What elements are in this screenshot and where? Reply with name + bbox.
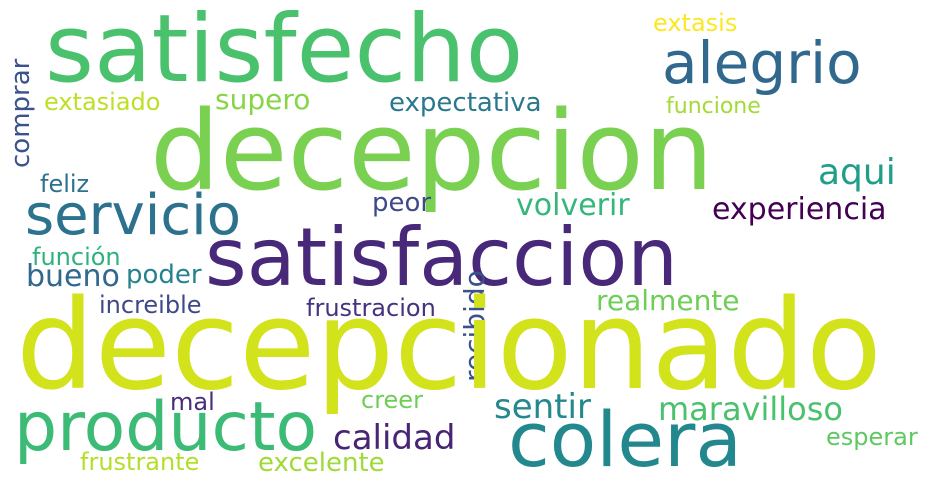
word-supero: supero (215, 83, 311, 116)
word-increible: increible (99, 291, 202, 319)
word-esperar: esperar (826, 423, 918, 451)
word-bueno: bueno (26, 259, 120, 294)
word-volverir: volverir (516, 188, 630, 223)
word-alegrio: alegrio (662, 29, 862, 97)
word-funcione: funcione (666, 94, 761, 119)
word-decepcionado: decepcionado (16, 274, 882, 418)
word-feliz: feliz (40, 170, 90, 198)
word-funcion: función (32, 243, 121, 271)
word-satisfaccion: satisfaccion (205, 211, 679, 304)
word-extasiado: extasiado (44, 88, 161, 116)
word-creer: creer (361, 386, 423, 414)
word-calidad: calidad (333, 418, 456, 458)
word-decepcion: decepcion (150, 87, 714, 215)
word-peor: peor (372, 188, 432, 218)
word-experiencia: experiencia (712, 192, 887, 227)
word-frustrante: frustrante (80, 448, 200, 476)
word-expectativa: expectativa (389, 88, 542, 118)
word-aqui: aqui (818, 152, 896, 193)
word-sentir: sentir (494, 387, 591, 427)
word-maravilloso: maravilloso (658, 390, 843, 428)
word-satisfecho: satisfecho (45, 0, 524, 104)
word-mal: mal (170, 388, 215, 416)
word-producto: producto (14, 388, 318, 467)
word-realmente: realmente (596, 284, 740, 317)
word-poder: poder (126, 260, 202, 290)
word-comprar: comprar (6, 58, 36, 168)
word-frustracion: frustracion (306, 294, 436, 322)
word-excelente: excelente (258, 448, 385, 478)
word-extasis: extasis (653, 9, 738, 37)
word-colera: colera (508, 395, 742, 482)
word-servicio: servicio (25, 183, 241, 248)
